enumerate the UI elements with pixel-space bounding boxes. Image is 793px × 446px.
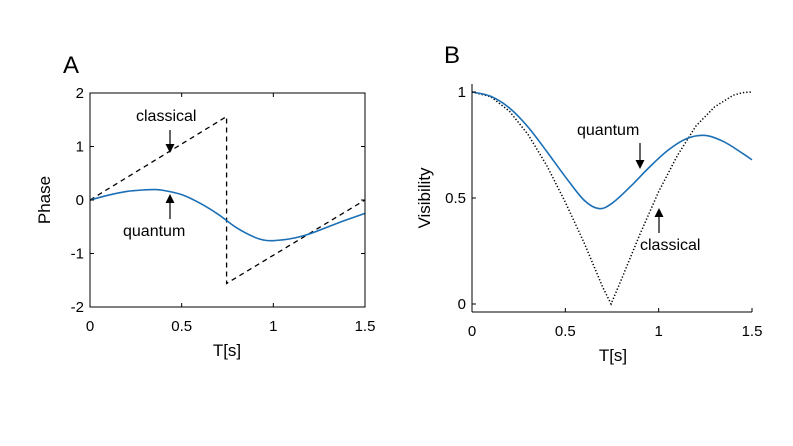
x-ticks-b: 0 0.5 1 1.5 — [468, 308, 763, 340]
x-axis-label-a: T[s] — [213, 341, 241, 360]
arrowhead-quantum-a — [165, 194, 175, 203]
series-classical-b — [471, 91, 753, 306]
x-tick-label-a: 1 — [269, 318, 277, 335]
x-axis-label-b: T[s] — [599, 346, 627, 365]
y-tick-label-b: 1 — [458, 84, 466, 101]
y-ticks-b: 00.51 — [445, 84, 476, 313]
series-quantum-a — [89, 188, 366, 242]
x-tick-label-b: 1 — [654, 323, 662, 340]
arrowhead-classical-b — [654, 208, 664, 217]
y-tick-label-a: -2 — [71, 299, 84, 316]
annotation-classical-b: classical — [640, 237, 700, 254]
y-tick-label-a: -1 — [71, 246, 84, 263]
x-tick-label-a: 0.5 — [171, 318, 192, 335]
arrowhead-quantum-b — [635, 160, 645, 169]
x-tick-label-b: 1.5 — [742, 323, 763, 340]
annotation-classical-a: classical — [136, 108, 196, 125]
x-tick-label-b: 0 — [468, 323, 476, 340]
y-tick-label-a: 1 — [76, 139, 84, 156]
series-quantum-b — [471, 91, 753, 210]
x-tick-label-b: 0.5 — [555, 323, 576, 340]
plot-area-b — [471, 91, 753, 306]
annotation-quantum-b: quantum — [577, 122, 639, 139]
plot-area-a — [89, 115, 366, 285]
y-tick-label-b: 0 — [458, 296, 466, 313]
y-tick-label-a: 0 — [76, 192, 84, 209]
x-tick-label-a: 1.5 — [355, 318, 376, 335]
x-tick-label-a: 0 — [86, 318, 94, 335]
y-axis-label-b: Visibility — [415, 167, 434, 229]
y-tick-label-a: 2 — [76, 85, 84, 102]
y-ticks-a: -2 -1 0 1 2 — [71, 85, 365, 316]
panel-b: B 0 0.5 1 1.5 00.51 T[s] Visibility quantum… — [415, 42, 762, 365]
panel-label-a: A — [63, 52, 79, 79]
series-classical-a — [89, 115, 366, 285]
axes-box-a — [89, 92, 366, 308]
annotation-quantum-a: quantum — [123, 223, 185, 240]
arrowhead-classical-a — [165, 144, 175, 153]
x-ticks-a: 0 0.5 1 1.5 — [86, 93, 376, 335]
panel-label-b: B — [444, 42, 460, 69]
y-tick-label-b: 0.5 — [445, 190, 466, 207]
y-axis-label-a: Phase — [35, 176, 54, 224]
